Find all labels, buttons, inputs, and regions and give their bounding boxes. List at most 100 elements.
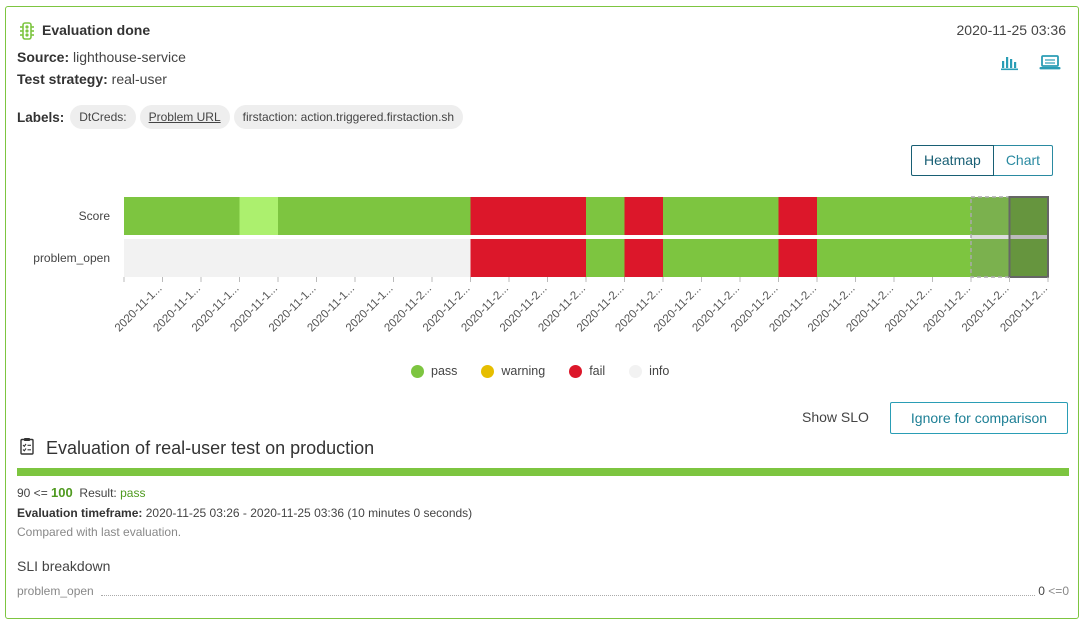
heatmap-cell[interactable] <box>894 197 933 235</box>
heatmap-cell[interactable] <box>624 239 664 277</box>
heatmap-toggle-button[interactable]: Heatmap <box>911 145 994 176</box>
view-toggle: Heatmap Chart <box>911 145 1054 176</box>
heatmap-cell[interactable] <box>201 197 240 235</box>
laptop-icon[interactable] <box>1039 53 1061 71</box>
heatmap-compared-highlight <box>970 196 1011 278</box>
heatmap-cell[interactable] <box>124 197 163 235</box>
heatmap-cell[interactable] <box>855 197 895 235</box>
heatmap-cell[interactable] <box>932 197 972 235</box>
heatmap-cell[interactable] <box>432 239 471 277</box>
heatmap-cell[interactable] <box>355 197 394 235</box>
evaluation-title: Evaluation of real-user test on producti… <box>46 438 375 458</box>
timeframe-label: Evaluation timeframe: <box>17 506 143 520</box>
labels-title: Labels: <box>17 109 65 125</box>
ignore-for-comparison-button[interactable]: Ignore for comparison <box>890 402 1068 434</box>
legend-item-info[interactable]: info <box>629 364 669 378</box>
heatmap-cell[interactable] <box>932 239 972 277</box>
heatmap-cell[interactable] <box>547 197 587 235</box>
heatmap-cell[interactable] <box>278 239 317 277</box>
heatmap-cell[interactable] <box>239 197 279 235</box>
evaluation-heatmap: Scoreproblem_open2020-11-1...2020-11-1..… <box>33 196 1050 334</box>
heatmap-cell[interactable] <box>971 239 1010 277</box>
source-line: Source: lighthouse-service <box>17 49 186 65</box>
result-value: pass <box>120 486 146 500</box>
heatmap-cell[interactable] <box>817 239 856 277</box>
legend-item-fail[interactable]: fail <box>569 364 605 378</box>
labels-row: Labels: DtCreds: Problem URL firstaction… <box>17 105 467 129</box>
heatmap-cell[interactable] <box>162 239 202 277</box>
heatmap-cell[interactable] <box>817 197 856 235</box>
label-chip-problem-url[interactable]: Problem URL <box>139 105 230 129</box>
evaluation-result-bar <box>17 468 1069 476</box>
heatmap-cell[interactable] <box>470 197 510 235</box>
heatmap-cell[interactable] <box>701 197 741 235</box>
sli-row[interactable]: problem_open 0 <=0 <box>17 584 1069 602</box>
heatmap-row-separator <box>124 235 1048 239</box>
legend-label-warning: warning <box>501 364 546 378</box>
heatmap-cell[interactable] <box>509 239 548 277</box>
legend-item-pass[interactable]: pass <box>411 364 457 378</box>
heatmap-cell[interactable] <box>855 239 895 277</box>
heatmap-cell[interactable] <box>586 197 625 235</box>
heatmap-cell[interactable] <box>316 239 356 277</box>
heatmap-cell[interactable] <box>201 239 240 277</box>
legend-dot-warning <box>481 364 495 378</box>
show-slo-link[interactable]: Show SLO <box>802 409 869 425</box>
heatmap-cell[interactable] <box>778 239 818 277</box>
heatmap-cell[interactable] <box>586 239 625 277</box>
heatmap-cell[interactable] <box>124 239 163 277</box>
sli-values: 0 <=0 <box>1038 584 1069 598</box>
timeframe-value: 2020-11-25 03:26 - 2020-11-25 03:36 (10 … <box>145 506 473 520</box>
sli-dotted-leader <box>101 595 1035 596</box>
heatmap-cell[interactable] <box>470 239 510 277</box>
sli-name: problem_open <box>17 584 96 598</box>
heatmap-cell[interactable] <box>162 197 202 235</box>
source-label: Source: <box>17 49 70 65</box>
heatmap-cell[interactable] <box>701 239 741 277</box>
result-label: Result: <box>79 486 117 500</box>
heatmap-cell[interactable] <box>393 239 433 277</box>
compared-note: Compared with last evaluation. <box>17 525 182 539</box>
heatmap-cell[interactable] <box>509 197 548 235</box>
sli-criteria: <=0 <box>1048 584 1069 598</box>
test-strategy-label: Test strategy: <box>17 71 108 87</box>
heatmap-cell[interactable] <box>1009 239 1049 277</box>
source-value: lighthouse-service <box>73 49 186 65</box>
bar-chart-icon[interactable] <box>1000 53 1022 71</box>
heatmap-cell[interactable] <box>432 197 471 235</box>
heatmap-cell[interactable] <box>740 197 779 235</box>
heatmap-cell[interactable] <box>624 197 664 235</box>
heatmap-cell[interactable] <box>1009 197 1049 235</box>
clipboard-checklist-icon <box>20 438 34 455</box>
legend-dot-info <box>629 364 643 378</box>
evaluation-card: Evaluation done 2020-11-25 03:36 Source:… <box>5 6 1079 619</box>
heatmap-cell[interactable] <box>740 239 779 277</box>
heatmap-legend: pass warning fail info <box>411 364 693 378</box>
test-strategy-line: Test strategy: real-user <box>17 71 167 87</box>
chart-toggle-button[interactable]: Chart <box>993 145 1054 176</box>
heatmap-cell[interactable] <box>547 239 587 277</box>
heatmap-cell[interactable] <box>239 239 279 277</box>
label-chip-firstaction: firstaction: action.triggered.firstactio… <box>233 105 464 129</box>
legend-item-warning[interactable]: warning <box>481 364 545 378</box>
sli-breakdown-title: SLI breakdown <box>17 558 111 574</box>
legend-dot-fail <box>569 364 583 378</box>
heatmap-selected-highlight <box>1008 196 1049 278</box>
heatmap-cell[interactable] <box>393 197 433 235</box>
heatmap-cell[interactable] <box>663 197 702 235</box>
heatmap-cell[interactable] <box>894 239 933 277</box>
heatmap-cell[interactable] <box>355 239 394 277</box>
heatmap-cell[interactable] <box>663 239 702 277</box>
heatmap-cell[interactable] <box>971 197 1010 235</box>
legend-label-fail: fail <box>589 364 606 378</box>
legend-label-info: info <box>649 364 670 378</box>
traffic-light-icon <box>20 22 34 40</box>
score-value: 100 <box>51 485 73 500</box>
test-strategy-value: real-user <box>111 71 167 87</box>
heatmap-cell[interactable] <box>778 197 818 235</box>
heatmap-cell[interactable] <box>316 197 356 235</box>
evaluation-timeframe: Evaluation timeframe: 2020-11-25 03:26 -… <box>17 506 472 520</box>
heatmap-row-label: Score <box>79 209 111 223</box>
legend-label-pass: pass <box>431 364 458 378</box>
heatmap-cell[interactable] <box>278 197 317 235</box>
